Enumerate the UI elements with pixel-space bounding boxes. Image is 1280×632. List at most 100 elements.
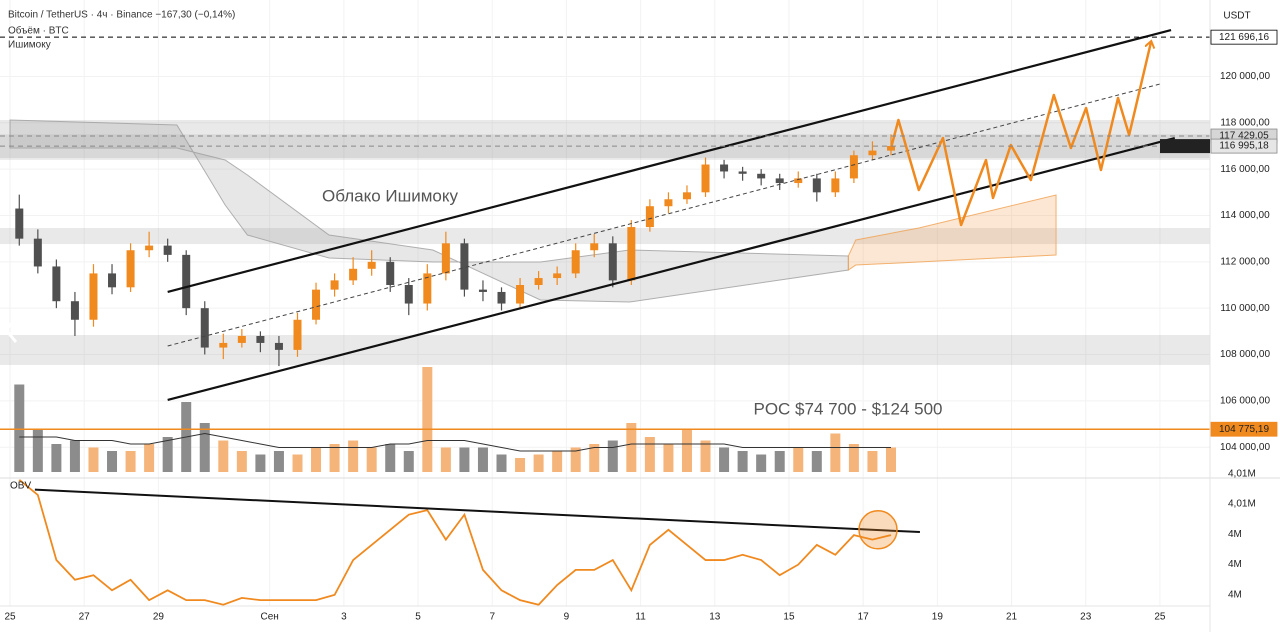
volume-bar [348, 440, 359, 472]
ichimoku-cloud [847, 194, 1057, 271]
volume-bar [199, 423, 210, 472]
y-tick-label: 108 000,00 [1220, 349, 1270, 360]
x-tick-label: 15 [783, 612, 795, 623]
x-tick-label: 29 [153, 612, 165, 623]
candle-body [720, 164, 729, 172]
candle-body [868, 150, 877, 156]
candle-body [627, 227, 636, 281]
candle-body [386, 261, 395, 285]
volume-bar [32, 430, 43, 472]
x-tick-label: 17 [858, 612, 870, 623]
price-zone [0, 335, 1210, 365]
volume-bar [422, 367, 433, 472]
symbol-tag [1160, 139, 1210, 154]
volume-bar [663, 444, 674, 472]
price-tag [1210, 421, 1278, 437]
candle-body [126, 250, 135, 288]
x-tick-label: 25 [1154, 612, 1166, 623]
volume-bar [681, 430, 692, 472]
candle-body [460, 243, 469, 290]
price-tag [1210, 138, 1278, 154]
cloud-annotation: Облако Ишимоку [322, 186, 459, 205]
volume-bar [830, 433, 841, 472]
y-tick-label: 114 000,00 [1220, 210, 1270, 221]
candle-body [534, 278, 543, 285]
candle-body [664, 199, 673, 207]
volume-bar [236, 451, 247, 472]
y-tick-label: 106 000,00 [1220, 395, 1270, 406]
volume-bar [329, 444, 340, 472]
x-tick-label: 7 [489, 612, 495, 623]
header-title: Bitcoin / TetherUS · 4ч · Binance −167,3… [8, 10, 235, 21]
candle-body [237, 335, 246, 343]
candle-body [553, 273, 562, 279]
candle-body [775, 178, 784, 184]
candle-body [70, 301, 79, 320]
candle-body [497, 291, 506, 304]
candle-body [886, 145, 895, 151]
volume-bar [793, 447, 804, 472]
x-tick-label: 3 [341, 612, 347, 623]
x-tick-label: 9 [564, 612, 570, 623]
candle-body [274, 342, 283, 350]
price-tag [1210, 29, 1278, 45]
volume-bar [440, 447, 451, 472]
y-tick-label: 110 000,00 [1220, 303, 1270, 314]
x-tick-label: 27 [79, 612, 91, 623]
candle-body [478, 289, 487, 292]
volume-bar [589, 444, 600, 472]
candle-body [738, 171, 747, 174]
volume-bar [552, 451, 563, 472]
x-tick-label: 5 [415, 612, 421, 623]
obv-tick-label: 4M [1228, 529, 1242, 540]
volume-bar [515, 458, 526, 472]
candle-body [590, 243, 599, 251]
volume-bar [774, 451, 785, 472]
price-tag-label: 116 995,18 [1219, 141, 1269, 152]
candle-body [349, 268, 358, 281]
symbol-tag-label: BTCUSDT [1161, 141, 1208, 152]
x-tick-label: 25 [4, 612, 16, 623]
price-tag-label: 104 775,19 [1219, 424, 1269, 435]
volume-bar [403, 451, 414, 472]
obv-tick-label: 4,01M [1228, 499, 1256, 510]
candle-body [441, 243, 450, 274]
y-tick-label: 118 000,00 [1220, 117, 1270, 128]
candle-body [831, 178, 840, 193]
scroll-arrow[interactable] [4, 317, 18, 343]
volume-bar [107, 451, 118, 472]
volume-bar [811, 451, 822, 472]
obv-tick-label: 4,01M [1228, 468, 1256, 479]
volume-bar [292, 454, 303, 472]
candle-body [330, 280, 339, 290]
volume-bar [69, 440, 80, 472]
trend-line [167, 83, 1161, 347]
x-tick-label: 11 [635, 612, 646, 623]
candle-body [812, 178, 821, 193]
volume-bar [719, 447, 730, 472]
candle-body [423, 273, 432, 304]
x-tick-label: 21 [1006, 612, 1018, 623]
candle-body [516, 285, 525, 304]
obv-tick-label: 4M [1228, 590, 1242, 601]
x-tick-label: Сен [261, 612, 279, 623]
candle-body [645, 206, 654, 228]
candle-body [367, 261, 376, 269]
header-volume: Объём · BTC [8, 25, 69, 37]
candle-body [701, 164, 710, 193]
candle-body [89, 273, 98, 320]
candle-body [794, 178, 803, 184]
volume-bar [144, 444, 155, 472]
candle-body [219, 342, 228, 348]
y-tick-label: 116 000,00 [1220, 164, 1270, 175]
volume-bar [162, 437, 173, 472]
price-tag-label: 117 429,05 [1219, 131, 1269, 142]
y-tick-label: 120 000,00 [1220, 71, 1270, 82]
price-tag-label: 121 696,16 [1219, 32, 1269, 43]
candle-body [108, 273, 117, 288]
volume-bar [756, 454, 767, 472]
volume-bar [273, 451, 284, 472]
volume-bar [311, 447, 322, 472]
candle-body [33, 238, 42, 267]
